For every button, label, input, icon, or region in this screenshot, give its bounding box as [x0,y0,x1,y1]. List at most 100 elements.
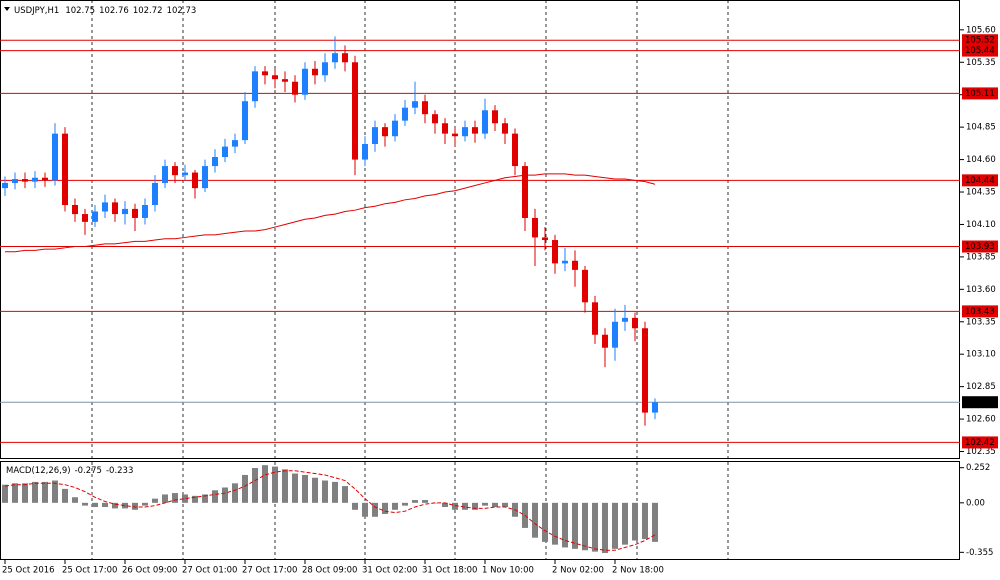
candle-body [112,202,118,215]
macd-bar [112,502,118,509]
candle-body [92,211,98,222]
y-tick-label: 105.60 [966,25,996,35]
macd-bar [392,502,398,510]
candle-body [372,127,378,145]
macd-bar [62,488,68,503]
y-tick-label: -0.355 [966,548,993,558]
level-label: 105.52 [965,36,995,46]
quote-high: 102.76 [99,6,129,16]
macd-bar [342,486,348,503]
candle-body [352,62,358,160]
candle-body [182,172,188,176]
macd-bar [332,481,338,503]
level-tag [962,436,998,449]
y-tick-label: 102.35 [966,447,996,457]
candle-body [162,166,168,183]
level-tag [962,44,998,57]
macd-bar [32,481,38,503]
chart-header: USDJPY,H1 102.75 102.76 102.72 102.73 [14,6,196,16]
quote-close: 102.73 [167,6,197,16]
candle-body [222,146,228,157]
macd-bar [252,467,258,503]
macd-title: MACD(12,26,9) [6,466,71,476]
macd-bar [542,502,548,542]
macd-bar [652,502,658,542]
candle-body [22,179,28,182]
candle-body [302,68,308,95]
candle-body [332,53,338,63]
candle-body [522,166,528,218]
y-tick-label: 0.252 [966,463,990,473]
candle-body [322,62,328,76]
y-tick-label: 103.35 [966,317,996,327]
macd-bar [362,502,368,517]
candle-body [242,101,248,141]
macd-bar [422,500,428,503]
candle-body [552,240,558,264]
macd-panel-frame [0,461,960,560]
macd-header: MACD(12,26,9) -0.275 -0.233 [6,466,133,476]
signal-line [4,470,656,551]
y-tick-label: 102.85 [966,382,996,392]
macd-bar [242,474,248,503]
macd-bar [42,481,48,503]
candle-body [642,328,648,413]
candle-body [582,269,588,303]
menu-arrow[interactable] [4,7,10,11]
macd-bar [212,490,218,503]
macd-bar [532,502,538,538]
candle-body [62,133,68,205]
level-tag [962,305,998,318]
macd-bar [592,502,598,552]
macd-bar [632,502,638,541]
macd-bar [262,465,268,503]
macd-bar [172,493,178,503]
candle-body [622,317,628,322]
macd-bar [562,502,568,548]
y-tick-label: 103.60 [966,285,996,295]
macd-bar [152,498,158,503]
candle-body [492,110,498,124]
last-price-tag [962,396,998,409]
main-panel-frame [0,0,960,459]
candle-body [482,110,488,134]
candle-body [502,123,508,134]
candle-body [42,177,48,181]
y-tick-label: 102.60 [966,415,996,425]
macd-bar [122,502,128,509]
candle-body [382,127,388,137]
candle-body [132,208,138,218]
level-label: 104.44 [965,176,995,186]
x-tick-label: 2 Nov 02:00 [552,566,604,576]
candle-body [542,237,548,241]
candle-body [602,334,608,348]
candle-body [252,71,258,102]
macd-bar [352,502,358,510]
level-label: 102.42 [965,438,995,448]
macd-bar [22,483,28,503]
candle-body [2,182,8,189]
candle-body [342,53,348,63]
macd-bar [92,502,98,508]
candle-body [532,217,538,238]
candle-body [512,133,518,167]
macd-bar [142,502,148,506]
macd-bar [492,502,498,508]
macd-bar [292,473,298,503]
candle-body [202,166,208,189]
candle-body [572,260,578,270]
symbol: USDJPY,H1 [14,6,59,16]
candle-body [82,214,88,222]
quote-open: 102.75 [65,6,95,16]
candle-body [362,144,368,160]
candle-body [52,133,58,181]
level-label: 105.11 [965,89,995,99]
x-tick-label: 31 Oct 18:00 [422,566,477,576]
level-tag [962,87,998,100]
y-tick-label: 103.85 [966,252,996,262]
quote-low: 102.72 [133,6,163,16]
x-tick-label: 1 Nov 10:00 [482,566,534,576]
candle-body [262,71,268,76]
macd-bar [102,502,108,508]
